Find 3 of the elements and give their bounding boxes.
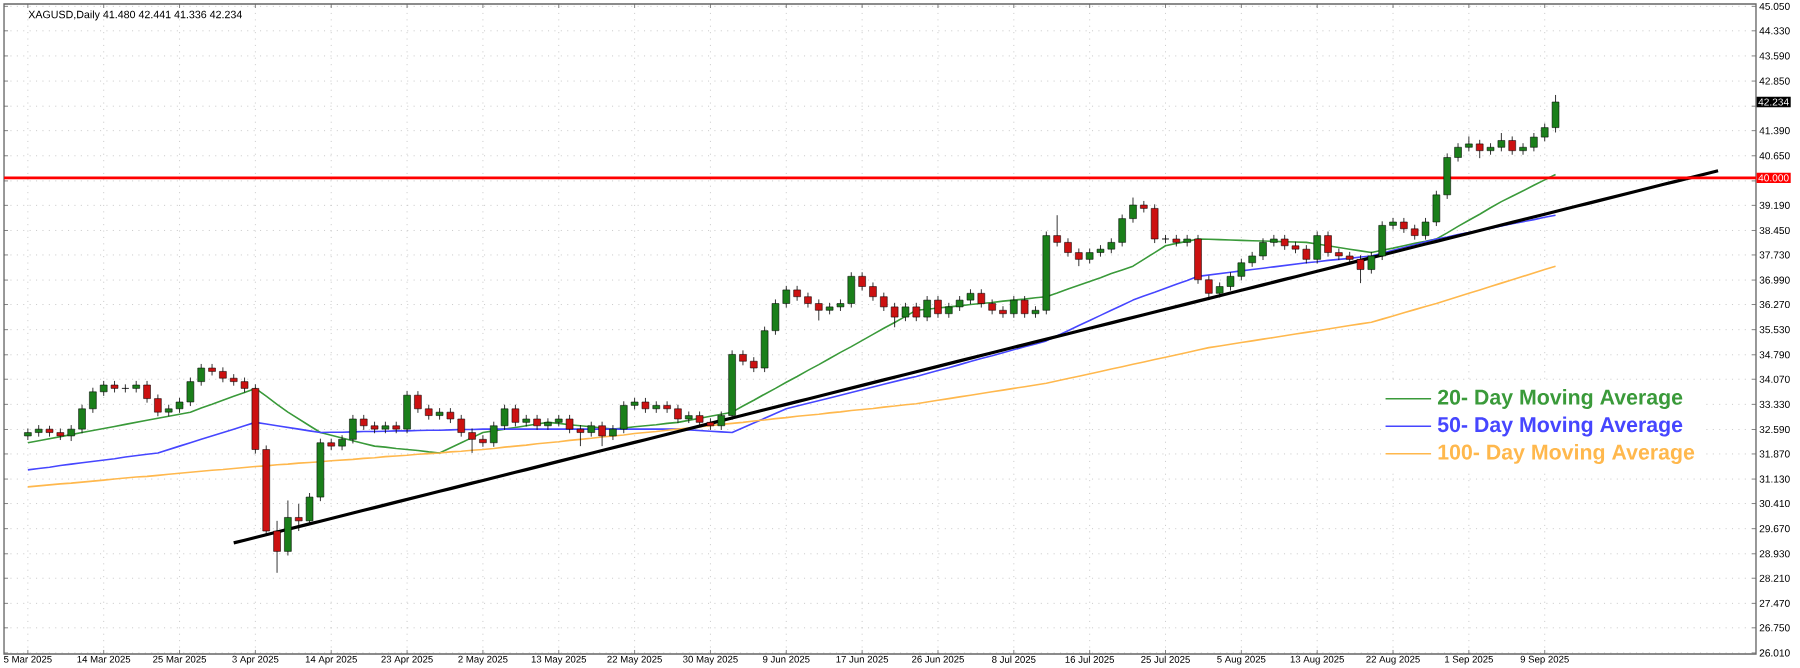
- legend-label: 20- Day Moving Average: [1437, 389, 1683, 410]
- legend-label: 100- Day Moving Average: [1438, 443, 1695, 464]
- legend-label: 50- Day Moving Average: [1437, 416, 1683, 437]
